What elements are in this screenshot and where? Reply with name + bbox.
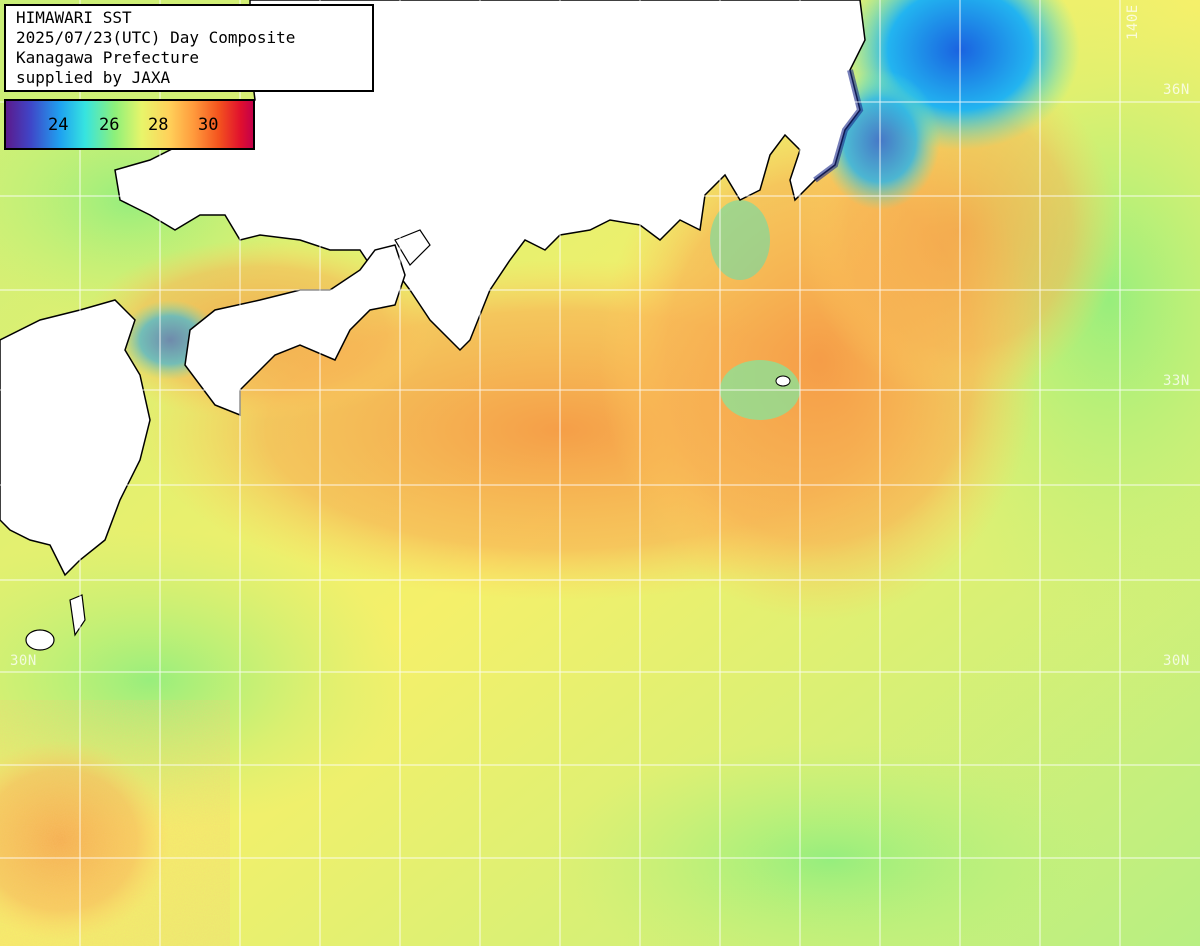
title-date: 2025/07/23(UTC) Day Composite (16, 28, 296, 47)
lon-label-136e: 136E (480, 4, 496, 40)
scale-label-24: 24 (48, 115, 69, 135)
land-kyushu (0, 299, 151, 577)
lat-label-33n: 33N (1163, 373, 1190, 389)
scale-label-30: 30 (198, 115, 219, 135)
lat-label-33n-left: 33N (8, 373, 35, 389)
title-region: Kanagawa Prefecture (16, 48, 200, 67)
lat-label-36n: 36N (1163, 82, 1190, 98)
scale-label-26: 26 (99, 115, 120, 135)
temperature-color-scale: 24 26 28 30 (4, 99, 255, 150)
title-credit: supplied by JAXA (16, 68, 171, 87)
lon-label-140e: 140E (1125, 4, 1141, 40)
scale-label-28: 28 (148, 115, 169, 135)
title-product: HIMAWARI SST (16, 8, 132, 27)
lat-label-30n-right: 30N (1163, 653, 1190, 669)
title-box: HIMAWARI SST 2025/07/23(UTC) Day Composi… (4, 4, 374, 92)
lat-label-30n-left: 30N (10, 653, 37, 669)
